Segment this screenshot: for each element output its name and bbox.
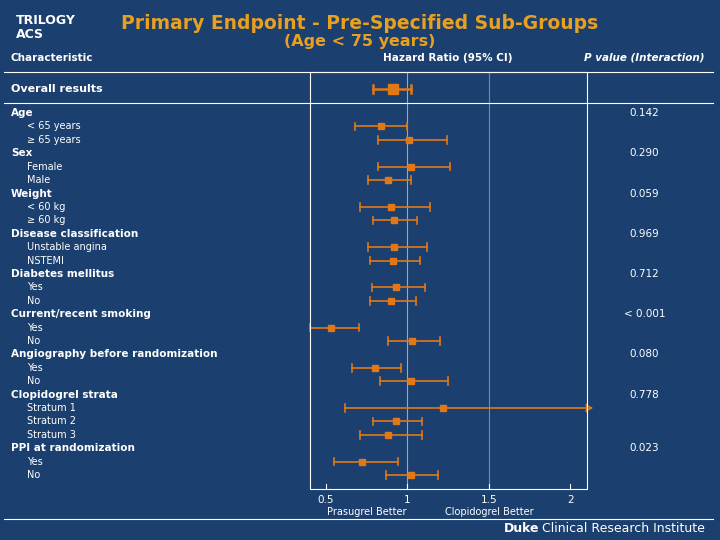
Text: Female: Female: [27, 161, 62, 172]
Text: No: No: [27, 470, 40, 480]
Text: 0.023: 0.023: [629, 443, 660, 453]
Text: 1: 1: [404, 495, 410, 505]
Text: Overall results: Overall results: [11, 84, 102, 94]
Text: ACS: ACS: [16, 28, 44, 41]
Text: Stratum 2: Stratum 2: [27, 416, 76, 427]
Text: Current/recent smoking: Current/recent smoking: [11, 309, 150, 319]
Text: Clinical Research Institute: Clinical Research Institute: [538, 522, 705, 535]
Text: Yes: Yes: [27, 363, 42, 373]
Text: Unstable angina: Unstable angina: [27, 242, 107, 252]
Text: NSTEMI: NSTEMI: [27, 255, 63, 266]
Text: TRILOGY: TRILOGY: [16, 14, 76, 27]
Bar: [310, 72, 587, 489]
Text: 0.142: 0.142: [629, 108, 660, 118]
Text: 0.712: 0.712: [629, 269, 660, 279]
Text: Yes: Yes: [27, 282, 42, 292]
Text: 0.969: 0.969: [629, 229, 660, 239]
Text: No: No: [27, 336, 40, 346]
Text: Weight: Weight: [11, 188, 53, 199]
Text: ≥ 65 years: ≥ 65 years: [27, 135, 80, 145]
Text: Prasugrel Better: Prasugrel Better: [327, 507, 406, 517]
Text: < 60 kg: < 60 kg: [27, 202, 65, 212]
Text: 0.290: 0.290: [629, 148, 660, 158]
Text: Sex: Sex: [11, 148, 32, 158]
Text: 0.778: 0.778: [629, 389, 660, 400]
Text: 0.080: 0.080: [630, 349, 659, 359]
Text: < 65 years: < 65 years: [27, 122, 80, 131]
Text: (Age < 75 years): (Age < 75 years): [284, 33, 436, 49]
Text: 0.059: 0.059: [629, 188, 660, 199]
Text: Yes: Yes: [27, 322, 42, 333]
Text: PPI at randomization: PPI at randomization: [11, 443, 135, 453]
Text: Clopidogrel Better: Clopidogrel Better: [445, 507, 534, 517]
Text: 0.5: 0.5: [318, 495, 334, 505]
Text: Disease classification: Disease classification: [11, 229, 138, 239]
Text: Diabetes mellitus: Diabetes mellitus: [11, 269, 114, 279]
Text: 1.5: 1.5: [481, 495, 498, 505]
Text: Stratum 3: Stratum 3: [27, 430, 76, 440]
Text: No: No: [27, 296, 40, 306]
Text: < 0.001: < 0.001: [624, 309, 665, 319]
Text: Male: Male: [27, 175, 50, 185]
Text: Characteristic: Characteristic: [11, 53, 94, 63]
Text: Angiography before randomization: Angiography before randomization: [11, 349, 217, 359]
Text: Stratum 1: Stratum 1: [27, 403, 76, 413]
Text: Yes: Yes: [27, 457, 42, 467]
Text: Primary Endpoint - Pre-Specified Sub-Groups: Primary Endpoint - Pre-Specified Sub-Gro…: [122, 14, 598, 33]
Text: Hazard Ratio (95% CI): Hazard Ratio (95% CI): [384, 53, 513, 63]
Text: 2: 2: [567, 495, 574, 505]
Text: ≥ 60 kg: ≥ 60 kg: [27, 215, 65, 225]
Text: Duke: Duke: [504, 522, 539, 535]
Text: No: No: [27, 376, 40, 386]
Text: P value (Interaction): P value (Interaction): [584, 53, 705, 63]
Text: Clopidogrel strata: Clopidogrel strata: [11, 389, 117, 400]
Text: Age: Age: [11, 108, 33, 118]
